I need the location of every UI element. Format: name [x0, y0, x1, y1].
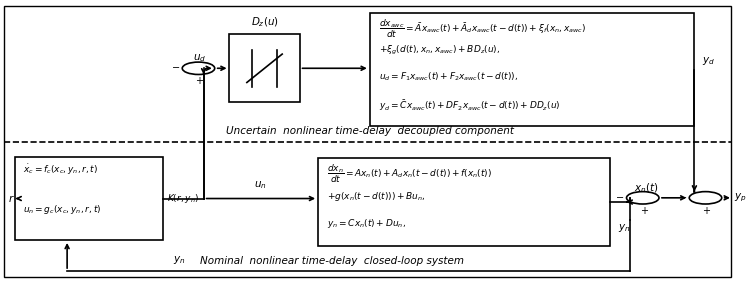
- Text: $D_z(u)$: $D_z(u)$: [251, 15, 278, 29]
- Text: $y_n = Cx_n(t)+Du_n,$: $y_n = Cx_n(t)+Du_n,$: [327, 217, 406, 230]
- Text: $+$: $+$: [702, 205, 711, 216]
- Text: $y_n$: $y_n$: [618, 222, 631, 234]
- Text: $+\xi_g(d(t),x_n,x_{awc})+BD_z(u),$: $+\xi_g(d(t),x_n,x_{awc})+BD_z(u),$: [378, 44, 500, 57]
- Text: $u_n$: $u_n$: [254, 180, 267, 192]
- Text: $-$: $-$: [171, 61, 180, 71]
- Text: $u_d = F_1 x_{awc}(t)+F_2 x_{awc}(t-d(t)),$: $u_d = F_1 x_{awc}(t)+F_2 x_{awc}(t-d(t)…: [378, 71, 518, 83]
- Text: $u_n = g_c(x_c,y_n,r,t)$: $u_n = g_c(x_c,y_n,r,t)$: [23, 203, 101, 216]
- Text: $r$: $r$: [8, 193, 15, 204]
- Text: $x_n(t)$: $x_n(t)$: [634, 181, 658, 195]
- Text: $+$: $+$: [640, 205, 649, 216]
- Text: Nominal  nonlinear time-delay  closed-loop system: Nominal nonlinear time-delay closed-loop…: [200, 256, 464, 266]
- Text: $\dot{x}_c = f_c(x_c,y_n,r,t)$: $\dot{x}_c = f_c(x_c,y_n,r,t)$: [23, 163, 98, 177]
- Text: $y_p$: $y_p$: [734, 192, 747, 204]
- Text: $\dfrac{dx_{awc}}{dt} = \bar{A}x_{awc}(t)+\bar{A}_d x_{awc}(t-d(t))+\xi_f(x_n,x_: $\dfrac{dx_{awc}}{dt} = \bar{A}x_{awc}(t…: [378, 18, 586, 40]
- Bar: [230, 35, 300, 102]
- Bar: [318, 158, 610, 246]
- Bar: [370, 13, 694, 126]
- Text: $-$: $-$: [615, 190, 625, 201]
- Text: $u_d$: $u_d$: [192, 52, 206, 64]
- Text: $y_d = \bar{C}x_{awc}(t)+DF_2 x_{awc}(t-d(t))+DD_z(u)$: $y_d = \bar{C}x_{awc}(t)+DF_2 x_{awc}(t-…: [378, 98, 560, 113]
- Text: Uncertain  nonlinear time-delay  decoupled component: Uncertain nonlinear time-delay decoupled…: [226, 126, 514, 136]
- Text: $y_d$: $y_d$: [702, 55, 715, 67]
- Text: $+g\left(x_n(t-d(t))\right)+Bu_n,$: $+g\left(x_n(t-d(t))\right)+Bu_n,$: [327, 190, 426, 203]
- Bar: [16, 157, 163, 240]
- Text: $K(r,y_n)$: $K(r,y_n)$: [167, 192, 199, 205]
- Text: $\dfrac{dx_n}{dt} = Ax_n(t)+A_d x_n(t-d(t))+f(x_n(t))$: $\dfrac{dx_n}{dt} = Ax_n(t)+A_d x_n(t-d(…: [327, 163, 492, 185]
- Text: $+$: $+$: [195, 75, 204, 86]
- Text: $y_n$: $y_n$: [173, 254, 186, 266]
- Text: $-$: $-$: [678, 190, 687, 201]
